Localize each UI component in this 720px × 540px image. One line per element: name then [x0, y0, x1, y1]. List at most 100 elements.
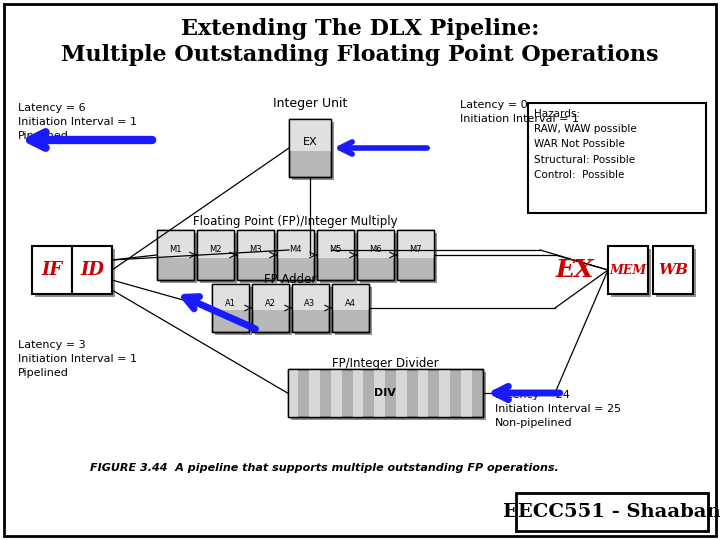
Bar [72, 246, 112, 294]
Bar [309, 369, 320, 417]
Bar [289, 119, 331, 151]
Text: FP Adder: FP Adder [264, 273, 316, 286]
Text: A4: A4 [344, 299, 356, 308]
Bar [331, 284, 369, 332]
Bar [276, 230, 313, 280]
Bar [254, 287, 292, 335]
Text: M1: M1 [168, 246, 181, 254]
Bar [331, 284, 369, 310]
Bar [212, 284, 248, 332]
Bar [418, 369, 428, 417]
Bar [35, 249, 75, 297]
Bar [516, 493, 708, 531]
Text: Floating Point (FP)/Integer Multiply: Floating Point (FP)/Integer Multiply [193, 215, 397, 228]
Bar [197, 230, 233, 280]
Bar [276, 230, 313, 280]
Text: M5: M5 [329, 246, 341, 254]
Bar [251, 284, 289, 310]
Bar [356, 230, 394, 280]
Bar [356, 230, 394, 258]
Bar [359, 233, 397, 283]
Bar [331, 284, 369, 332]
Bar [236, 230, 274, 280]
Text: M3: M3 [248, 246, 261, 254]
Bar [156, 230, 194, 280]
Text: M6: M6 [369, 246, 382, 254]
Text: EECC551 - Shaaban: EECC551 - Shaaban [503, 503, 720, 521]
Bar [528, 103, 706, 213]
Text: Latency = 0
Initiation Interval = 1: Latency = 0 Initiation Interval = 1 [460, 100, 579, 124]
Bar [335, 287, 372, 335]
Text: M7: M7 [409, 246, 421, 254]
Bar [212, 284, 248, 310]
Text: Latency = 6
Initiation Interval = 1
Pipelined: Latency = 6 Initiation Interval = 1 Pipe… [18, 103, 137, 141]
Text: Latency = 3
Initiation Interval = 1
Pipelined: Latency = 3 Initiation Interval = 1 Pipe… [18, 340, 137, 378]
Bar [353, 369, 364, 417]
Text: M4: M4 [289, 246, 301, 254]
Bar [197, 230, 233, 258]
Bar [374, 369, 385, 417]
Bar [292, 122, 334, 180]
Bar [276, 230, 313, 258]
Bar [439, 369, 450, 417]
Text: EX: EX [556, 258, 594, 282]
Text: A3: A3 [305, 299, 315, 308]
Bar [290, 372, 485, 420]
Bar [156, 230, 194, 258]
Text: DIV: DIV [374, 388, 396, 398]
Text: Extending The DLX Pipeline:: Extending The DLX Pipeline: [181, 18, 539, 40]
Text: WB: WB [658, 263, 688, 277]
Text: Latency = 24
Initiation Interval = 25
Non-pipelined: Latency = 24 Initiation Interval = 25 No… [495, 390, 621, 428]
Bar [653, 246, 693, 294]
Bar [320, 233, 356, 283]
Bar [32, 246, 72, 294]
Text: IF: IF [42, 261, 63, 279]
Bar [611, 249, 651, 297]
Bar [294, 287, 331, 335]
Text: M2: M2 [209, 246, 221, 254]
Text: Integer Unit: Integer Unit [273, 97, 347, 110]
Bar [240, 233, 276, 283]
Bar [287, 369, 482, 417]
Bar [251, 284, 289, 332]
Bar [197, 230, 233, 280]
Text: ID: ID [80, 261, 104, 279]
Bar [236, 230, 274, 258]
Bar [292, 284, 328, 332]
Text: FP/Integer Divider: FP/Integer Divider [332, 357, 438, 370]
Bar [289, 119, 331, 177]
Bar [287, 369, 482, 417]
Bar [400, 233, 436, 283]
Text: A2: A2 [264, 299, 276, 308]
Text: FIGURE 3.44  A pipeline that supports multiple outstanding FP operations.: FIGURE 3.44 A pipeline that supports mul… [90, 463, 559, 473]
Bar [317, 230, 354, 258]
Bar [317, 230, 354, 280]
Text: MEM: MEM [609, 264, 647, 276]
Bar [608, 246, 648, 294]
Bar [279, 233, 317, 283]
Bar [251, 284, 289, 332]
Bar [461, 369, 472, 417]
Text: A1: A1 [225, 299, 235, 308]
Bar [397, 230, 433, 280]
Bar [215, 287, 251, 335]
Bar [156, 230, 194, 280]
Text: Hazards:
RAW, WAW possible
WAR Not Possible
Structural: Possible
Control:  Possi: Hazards: RAW, WAW possible WAR Not Possi… [534, 109, 636, 180]
Bar [397, 230, 433, 258]
Bar [160, 233, 197, 283]
Text: Multiple Outstanding Floating Point Operations: Multiple Outstanding Floating Point Oper… [61, 44, 659, 66]
Bar [75, 249, 115, 297]
Bar [236, 230, 274, 280]
Bar [212, 284, 248, 332]
Bar [287, 369, 298, 417]
Bar [397, 230, 433, 280]
Bar [292, 284, 328, 332]
Bar [292, 284, 328, 310]
Bar [199, 233, 236, 283]
Bar [317, 230, 354, 280]
Text: EX: EX [302, 137, 318, 147]
Bar [289, 119, 331, 177]
Bar [396, 369, 407, 417]
Bar [656, 249, 696, 297]
Bar [356, 230, 394, 280]
